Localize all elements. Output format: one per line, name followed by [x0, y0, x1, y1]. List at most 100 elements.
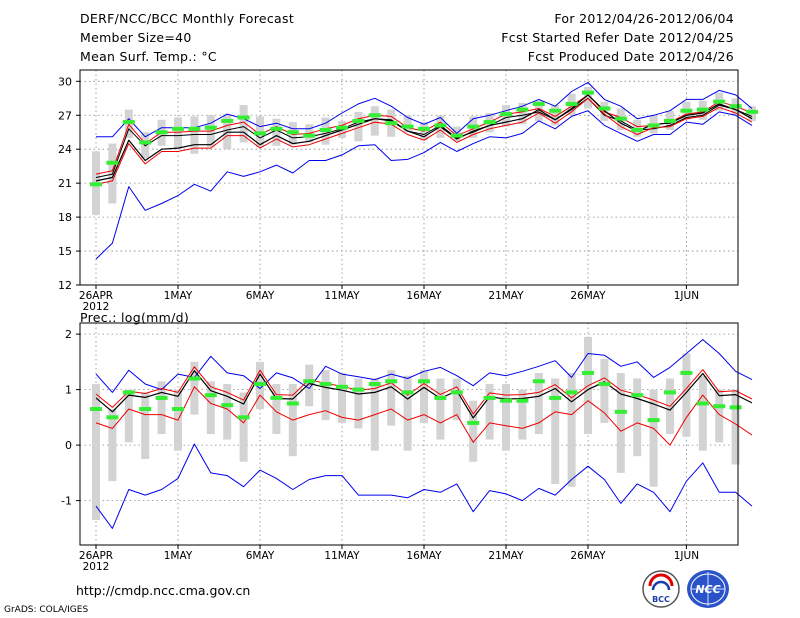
- temperature-label: Mean Surf. Temp.: °C: [80, 49, 217, 64]
- spread-box: [338, 372, 346, 423]
- x-tick-label: 26APR: [79, 290, 113, 302]
- median-mark: [598, 106, 611, 111]
- median-mark: [516, 107, 529, 112]
- median-mark: [500, 112, 512, 117]
- spread-box: [305, 364, 314, 407]
- series-line-max: [96, 81, 753, 138]
- x-tick-label: 26MAY: [570, 290, 606, 302]
- svg-text:NCC: NCC: [695, 583, 720, 596]
- median-mark: [90, 407, 102, 412]
- grads-credit: GrADS: COLA/IGES: [4, 605, 89, 615]
- x-year-label: 2012: [83, 301, 110, 313]
- x-tick-label: 1MAY: [164, 550, 193, 562]
- median-mark: [401, 124, 414, 129]
- median-mark: [680, 370, 693, 375]
- median-mark: [516, 398, 529, 403]
- median-mark: [155, 395, 168, 400]
- spread-box: [272, 384, 281, 434]
- median-mark: [614, 116, 627, 121]
- median-mark: [336, 125, 348, 130]
- spread-box: [698, 375, 707, 451]
- spread-box: [321, 370, 330, 421]
- median-mark: [450, 133, 463, 138]
- x-tick-label: 1MAY: [164, 290, 193, 302]
- median-mark: [647, 123, 660, 128]
- median-mark: [204, 393, 217, 398]
- spread-box: [354, 378, 363, 429]
- series-line-control-minus: [95, 97, 753, 185]
- y-tick-label: 21: [58, 177, 72, 190]
- median-mark: [172, 126, 184, 131]
- median-mark: [303, 379, 316, 384]
- spread-box: [584, 86, 592, 109]
- spread-box: [239, 392, 248, 462]
- spread-box: [190, 361, 199, 415]
- median-mark: [368, 113, 381, 118]
- spread-box: [715, 389, 724, 443]
- spread-box: [534, 372, 543, 434]
- median-mark: [713, 404, 726, 409]
- spread-box: [567, 372, 576, 487]
- median-mark: [352, 118, 365, 123]
- spread-box: [157, 381, 166, 434]
- median-mark: [418, 379, 430, 384]
- spread-box: [370, 106, 379, 136]
- x-tick-label: 11MAY: [324, 290, 360, 302]
- median-mark: [500, 398, 512, 403]
- spread-box: [92, 384, 100, 521]
- y-tick-label: 24: [58, 143, 72, 156]
- spread-box: [469, 400, 478, 462]
- median-mark: [664, 118, 676, 123]
- x-tick-label: 11MAY: [324, 550, 360, 562]
- median-mark: [270, 395, 283, 400]
- spread-box: [403, 115, 412, 133]
- median-mark: [237, 415, 250, 420]
- series-line-min: [95, 110, 753, 260]
- y-tick-label: 15: [58, 245, 72, 258]
- spread-box: [649, 389, 658, 487]
- y-tick-label: 18: [58, 211, 72, 224]
- median-mark: [270, 126, 283, 131]
- x-year-label: 2012: [83, 561, 110, 573]
- median-mark: [696, 401, 709, 406]
- series-line-min: [95, 443, 753, 529]
- y-tick-label: 0: [65, 439, 72, 452]
- precipitation-label: Prec.: log(mm/d): [80, 310, 189, 325]
- x-tick-label: 16MAY: [406, 290, 442, 302]
- median-mark: [106, 160, 119, 165]
- median-mark: [532, 101, 545, 106]
- median-mark: [532, 379, 545, 384]
- x-tick-label: 21MAY: [488, 550, 524, 562]
- median-mark: [614, 409, 627, 414]
- median-mark: [286, 130, 299, 135]
- forecast-start-date: Fcst Started Refer Date 2012/04/25: [501, 30, 734, 45]
- series-line-max: [95, 339, 753, 393]
- x-tick-label: 16MAY: [406, 550, 442, 562]
- median-mark: [286, 401, 299, 406]
- spread-box: [141, 392, 150, 459]
- median-mark: [303, 133, 316, 138]
- median-mark: [254, 131, 266, 136]
- median-mark: [254, 382, 266, 387]
- median-mark: [172, 407, 184, 412]
- median-mark: [352, 387, 365, 392]
- median-mark: [368, 382, 381, 387]
- median-mark: [221, 403, 234, 408]
- plot-frame: [79, 69, 739, 286]
- spread-box: [616, 372, 625, 473]
- median-mark: [680, 108, 693, 113]
- median-mark: [319, 127, 332, 132]
- median-mark: [434, 395, 447, 400]
- spread-box: [403, 375, 412, 451]
- median-mark: [746, 109, 758, 114]
- y-tick-label: 1: [65, 384, 72, 397]
- source-url[interactable]: http://cmdp.ncc.cma.gov.cn: [76, 583, 251, 598]
- median-mark: [90, 182, 102, 187]
- y-tick-label: 30: [58, 75, 72, 88]
- spread-box: [633, 378, 642, 457]
- median-mark: [385, 121, 398, 126]
- median-mark: [483, 120, 496, 125]
- median-mark: [418, 126, 430, 131]
- x-tick-label: 1JUN: [674, 290, 699, 302]
- forecast-produced-date: Fcst Produced Date 2012/04/26: [527, 49, 734, 64]
